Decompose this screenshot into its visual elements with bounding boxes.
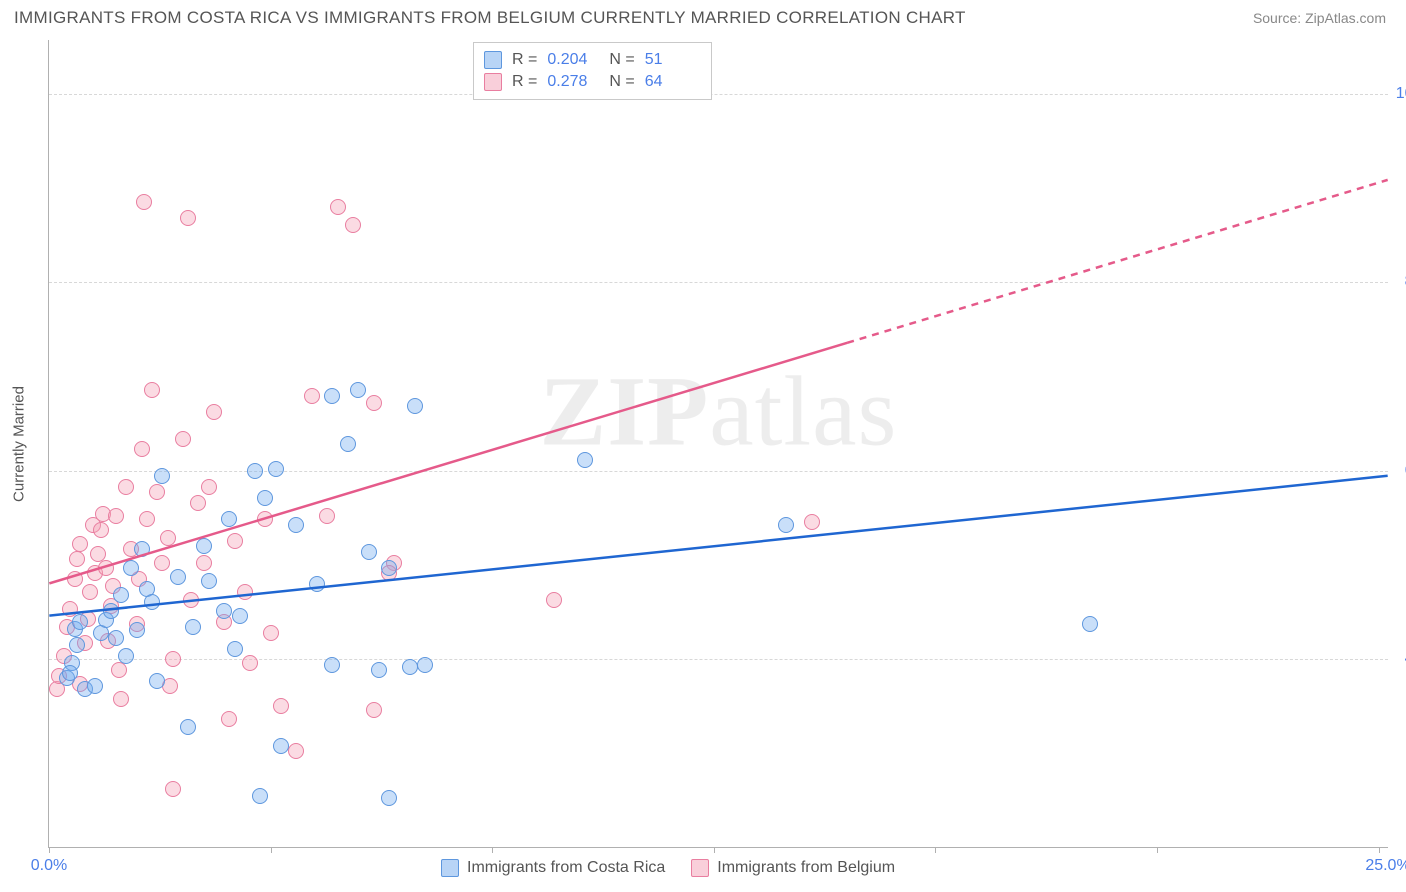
data-point xyxy=(407,398,423,414)
chart-area: Currently Married 47.5%65.0%82.5%100.0% … xyxy=(48,40,1388,848)
swatch-pink xyxy=(691,859,709,877)
data-point xyxy=(371,662,387,678)
data-point xyxy=(144,594,160,610)
x-tick xyxy=(492,847,493,853)
data-point xyxy=(232,608,248,624)
y-tick-label: 47.5% xyxy=(1395,650,1406,668)
y-tick-label: 82.5% xyxy=(1395,273,1406,291)
data-point xyxy=(402,659,418,675)
y-axis-label: Currently Married xyxy=(11,386,28,502)
data-point xyxy=(778,517,794,533)
y-tick-label: 100.0% xyxy=(1395,85,1406,103)
data-point xyxy=(118,648,134,664)
x-tick xyxy=(1379,847,1380,853)
x-tick xyxy=(714,847,715,853)
data-point xyxy=(227,641,243,657)
legend-item-blue: Immigrants from Costa Rica xyxy=(441,859,665,877)
x-tick xyxy=(271,847,272,853)
data-point xyxy=(577,452,593,468)
data-point xyxy=(216,603,232,619)
n-label: N = xyxy=(609,51,634,69)
data-point xyxy=(247,463,263,479)
plot-region: Currently Married 47.5%65.0%82.5%100.0% … xyxy=(48,40,1388,848)
series-legend: Immigrants from Costa Rica Immigrants fr… xyxy=(441,859,895,877)
chart-title: IMMIGRANTS FROM COSTA RICA VS IMMIGRANTS… xyxy=(14,8,966,28)
data-point xyxy=(123,560,139,576)
data-point xyxy=(340,436,356,452)
data-point xyxy=(129,622,145,638)
data-point xyxy=(324,388,340,404)
data-point xyxy=(361,544,377,560)
data-point xyxy=(350,382,366,398)
data-point xyxy=(252,788,268,804)
legend-item-pink: Immigrants from Belgium xyxy=(691,859,895,877)
r-value-blue: 0.204 xyxy=(547,51,599,69)
data-point xyxy=(103,603,119,619)
data-point xyxy=(288,517,304,533)
data-point xyxy=(113,587,129,603)
r-label: R = xyxy=(512,51,537,69)
data-point xyxy=(309,576,325,592)
data-point xyxy=(324,657,340,673)
data-point xyxy=(381,560,397,576)
n-label: N = xyxy=(609,73,634,91)
data-point xyxy=(69,637,85,653)
r-value-pink: 0.278 xyxy=(547,73,599,91)
swatch-blue xyxy=(484,51,502,69)
data-point xyxy=(149,673,165,689)
data-point xyxy=(221,511,237,527)
data-point xyxy=(273,738,289,754)
x-tick-min: 0.0% xyxy=(31,857,67,875)
legend-label-pink: Immigrants from Belgium xyxy=(717,859,895,877)
data-point xyxy=(170,569,186,585)
data-point xyxy=(417,657,433,673)
data-point xyxy=(72,614,88,630)
data-point xyxy=(154,468,170,484)
data-point xyxy=(108,630,124,646)
n-value-blue: 51 xyxy=(645,51,697,69)
data-point xyxy=(257,490,273,506)
r-label: R = xyxy=(512,73,537,91)
data-point xyxy=(268,461,284,477)
x-tick xyxy=(49,847,50,853)
stats-legend: R = 0.204 N = 51 R = 0.278 N = 64 xyxy=(473,42,712,100)
data-point xyxy=(381,790,397,806)
source-attribution: Source: ZipAtlas.com xyxy=(1253,10,1386,26)
data-point xyxy=(196,538,212,554)
swatch-blue xyxy=(441,859,459,877)
data-point xyxy=(87,678,103,694)
n-value-pink: 64 xyxy=(645,73,697,91)
data-point xyxy=(134,541,150,557)
data-point xyxy=(1082,616,1098,632)
data-point xyxy=(185,619,201,635)
data-point xyxy=(180,719,196,735)
data-point xyxy=(62,665,78,681)
data-point xyxy=(201,573,217,589)
scatter-points-blue xyxy=(49,40,1388,847)
y-tick-label: 65.0% xyxy=(1395,462,1406,480)
x-tick xyxy=(935,847,936,853)
x-tick xyxy=(1157,847,1158,853)
swatch-pink xyxy=(484,73,502,91)
x-tick-max: 25.0% xyxy=(1365,857,1406,875)
legend-label-blue: Immigrants from Costa Rica xyxy=(467,859,665,877)
